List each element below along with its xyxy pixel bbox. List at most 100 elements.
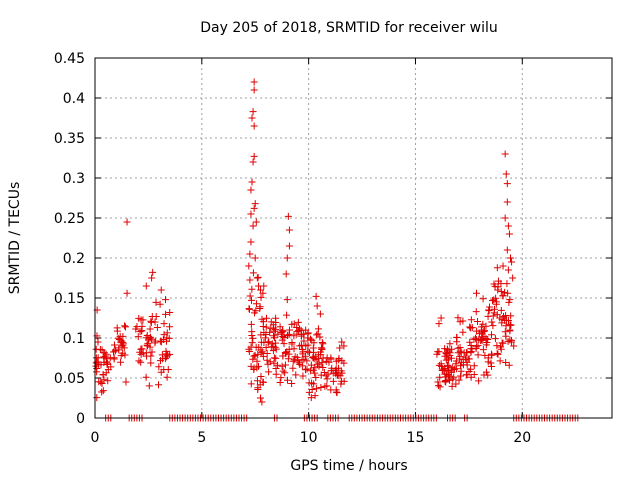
y-tick-label: 0.15 <box>54 291 85 307</box>
data-point <box>503 280 511 288</box>
data-point <box>142 373 150 381</box>
data-point <box>457 359 465 367</box>
data-point <box>249 158 257 166</box>
data-point <box>118 342 126 350</box>
data-point <box>289 364 297 372</box>
data-point <box>253 357 261 365</box>
data-point <box>503 246 511 254</box>
data-point <box>159 336 167 344</box>
data-point <box>246 276 254 284</box>
data-point <box>280 340 288 348</box>
data-point <box>299 372 307 380</box>
data-point <box>267 324 275 332</box>
data-point <box>137 358 145 366</box>
data-point <box>319 364 327 372</box>
data-point <box>253 274 261 282</box>
y-tick-label: 0.4 <box>63 91 85 107</box>
data-point <box>443 350 451 358</box>
data-point <box>484 336 492 344</box>
data-point <box>491 335 499 343</box>
data-point <box>288 379 296 387</box>
data-point <box>312 385 320 393</box>
data-point <box>104 377 112 385</box>
data-point <box>311 392 319 400</box>
data-point <box>256 305 264 313</box>
data-point <box>258 398 266 406</box>
data-point <box>155 381 163 389</box>
data-point <box>113 324 121 332</box>
data-point <box>271 343 279 351</box>
data-point <box>283 296 291 304</box>
data-point <box>320 368 328 376</box>
data-point <box>291 353 299 361</box>
data-point <box>254 273 262 281</box>
data-point <box>252 218 260 226</box>
data-point <box>483 339 491 347</box>
data-point <box>303 357 311 365</box>
data-point <box>446 376 454 384</box>
data-point <box>442 356 450 364</box>
data-point <box>253 377 261 385</box>
data-point <box>506 327 514 335</box>
data-point <box>290 332 298 340</box>
data-point <box>279 328 287 336</box>
data-point <box>262 323 270 331</box>
data-point <box>262 330 270 338</box>
data-point <box>434 378 442 386</box>
data-point <box>505 298 513 306</box>
data-point <box>162 347 170 355</box>
data-point <box>452 365 460 373</box>
data-point <box>285 226 293 234</box>
data-point <box>317 383 325 391</box>
data-point <box>257 286 265 294</box>
data-point <box>114 334 122 342</box>
data-point <box>314 325 322 333</box>
data-point <box>312 356 320 364</box>
data-point <box>267 318 275 326</box>
y-tick-label: 0.1 <box>63 331 85 347</box>
data-point <box>473 327 481 335</box>
data-point <box>497 306 505 314</box>
data-point <box>296 325 304 333</box>
data-point <box>501 214 509 222</box>
data-point <box>122 378 130 386</box>
data-point <box>475 377 483 385</box>
data-point <box>146 334 154 342</box>
data-point <box>246 250 254 258</box>
data-point <box>247 343 255 351</box>
data-point <box>249 355 257 363</box>
data-point <box>493 349 501 357</box>
data-point <box>92 362 100 370</box>
data-point <box>436 383 444 391</box>
data-point <box>298 362 306 370</box>
data-point <box>245 347 253 355</box>
data-point <box>295 359 303 367</box>
data-point <box>472 334 480 342</box>
data-point <box>499 339 507 347</box>
data-point <box>497 280 505 288</box>
data-point <box>502 358 510 366</box>
data-point <box>507 312 515 320</box>
data-point <box>152 312 160 320</box>
data-point <box>285 326 293 334</box>
data-point <box>284 331 292 339</box>
data-point <box>110 341 118 349</box>
data-point <box>162 296 169 304</box>
data-point <box>453 333 461 341</box>
data-point <box>336 344 344 352</box>
data-point <box>504 289 512 297</box>
data-point <box>479 295 487 303</box>
data-point <box>470 362 478 370</box>
data-point <box>318 359 326 367</box>
data-point <box>315 360 323 368</box>
plot-frame <box>94 57 613 419</box>
data-point <box>261 334 269 342</box>
data-point <box>283 311 291 319</box>
data-point <box>474 351 482 359</box>
data-point <box>146 325 154 333</box>
data-point <box>121 351 129 359</box>
data-point <box>282 270 290 278</box>
data-point <box>493 264 501 272</box>
data-point <box>298 331 306 339</box>
data-point <box>160 320 168 328</box>
